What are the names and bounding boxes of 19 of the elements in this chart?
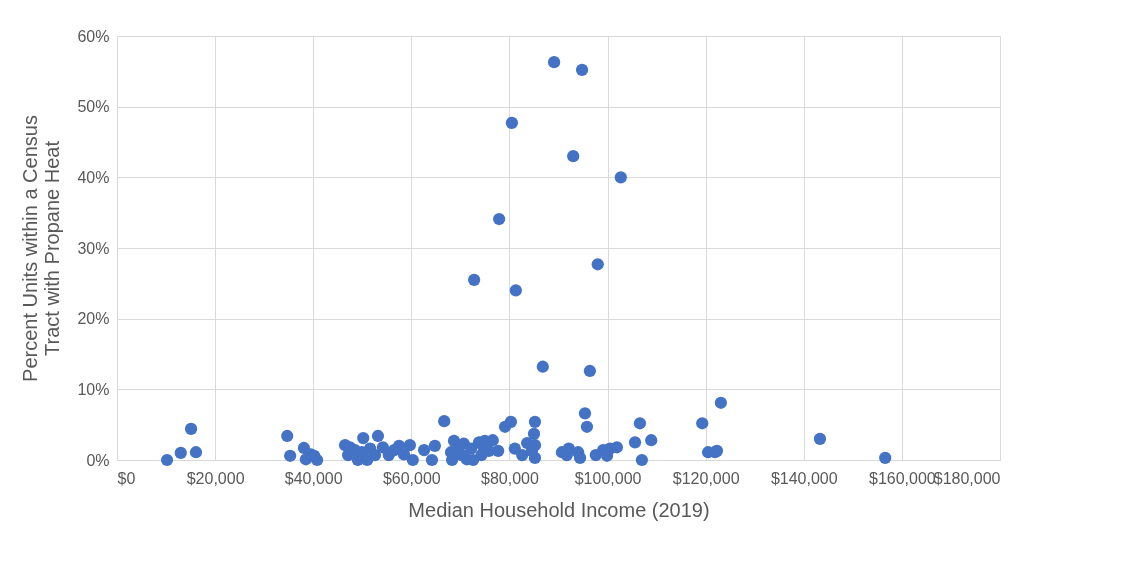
x-tick-label: $120,000 — [672, 469, 740, 487]
x-tick-label: $60,000 — [382, 469, 441, 487]
x-tick-label: $0 — [117, 469, 136, 487]
x-tick-label: $180,000 — [933, 469, 1001, 487]
y-axis-title: Percent Units within a Census Tract with Propane Heat — [19, 115, 64, 382]
y-tick-label: 60% — [77, 27, 110, 45]
y-tick-label: 20% — [77, 310, 110, 328]
x-tick-label: $80,000 — [481, 469, 539, 487]
x-tick-label: $40,000 — [284, 469, 343, 487]
x-tick-label: $20,000 — [186, 469, 245, 487]
x-tick-label: $140,000 — [770, 469, 838, 487]
y-tick-label: 10% — [77, 380, 110, 398]
x-tick-label: $160,000 — [869, 469, 936, 487]
x-tick-label: $100,000 — [574, 469, 642, 487]
y-tick-label: 40% — [77, 168, 110, 186]
y-tick-label: 0% — [86, 451, 110, 469]
y-tick-label: 30% — [77, 239, 110, 257]
y-tick-label: 50% — [77, 98, 110, 116]
x-axis-title: Median Household Income (2019) — [408, 498, 710, 521]
